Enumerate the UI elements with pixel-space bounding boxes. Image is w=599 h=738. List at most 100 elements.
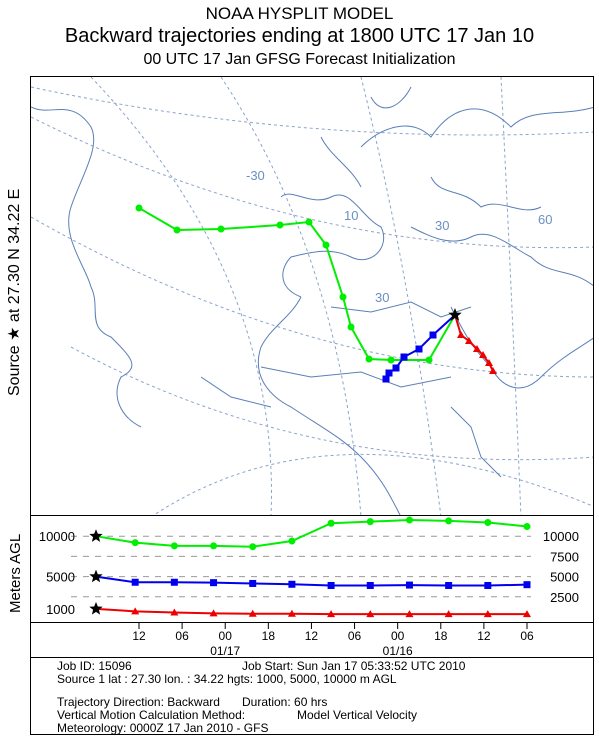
time-tick-label: 00 — [391, 629, 405, 643]
source-star-icon — [89, 569, 103, 583]
altitude-series-line — [95, 519, 528, 548]
altitude-point — [248, 609, 257, 617]
altitude-series-line — [95, 575, 528, 587]
altitude-point — [131, 539, 139, 547]
altitude-point — [484, 581, 492, 589]
meteorology: Meteorology: 0000Z 17 Jan 2010 - GFS — [57, 721, 269, 735]
altitude-point — [366, 518, 374, 526]
trajectory-point — [382, 375, 390, 383]
altitude-series-line — [95, 607, 527, 616]
altitude-gridlines — [71, 535, 531, 598]
grid-label: 10 — [344, 208, 358, 223]
altitude-series — [89, 516, 531, 618]
trajectory-point — [473, 345, 481, 352]
altitude-point — [523, 523, 531, 531]
altitude-point — [483, 610, 492, 618]
time-tick-label: 12 — [132, 629, 146, 643]
date-label: 01/16 — [383, 644, 413, 658]
altitude-point — [288, 580, 296, 588]
right-y-tick-label: 2500 — [550, 590, 579, 605]
source-info: Source 1 lat : 27.30 lon. : 34.22 hgts: … — [57, 672, 397, 686]
left-y-tick-label: 5000 — [46, 570, 75, 585]
trajectory-point — [173, 226, 181, 234]
altitude-point — [405, 581, 413, 589]
source-side-label: Source ★ at 27.30 N 34.22 E — [4, 76, 24, 516]
trajectory-point — [276, 221, 284, 229]
altitude-point — [209, 609, 218, 617]
date-label: 01/17 — [210, 644, 240, 658]
altitude-point — [523, 610, 531, 618]
altitude-point — [445, 517, 453, 525]
vertical-motion-method: Vertical Motion Calculation Method: — [57, 708, 246, 722]
trajectory-point — [365, 355, 373, 363]
forecast-subtitle: 00 UTC 17 Jan GFSG Forecast Initializati… — [143, 51, 456, 68]
trajectory-point — [425, 356, 433, 364]
trajectory-line — [138, 207, 456, 361]
altitude-point — [444, 610, 453, 618]
trajectory-point — [392, 364, 400, 372]
altitude-point — [170, 542, 178, 550]
time-tick-label: 18 — [262, 629, 276, 643]
grid-label: 30 — [435, 218, 449, 233]
right-y-tick-label: 10000 — [543, 529, 579, 544]
altitude-point — [210, 542, 218, 550]
y-axis-label: Meters AGL — [7, 534, 24, 613]
time-tick-label: 18 — [434, 629, 448, 643]
altitude-point — [170, 608, 179, 616]
trajectory-point — [485, 359, 493, 366]
trajectory-point — [457, 331, 465, 338]
altitude-point — [327, 581, 335, 589]
trajectory-point — [400, 353, 408, 361]
altitude-point — [327, 519, 335, 527]
source-star-icon — [448, 308, 462, 321]
time-tick-label: 06 — [348, 629, 362, 643]
y-axis-title: Meters AGL — [2, 515, 28, 623]
trajectory-point — [465, 337, 473, 344]
trajectory-point — [385, 369, 393, 377]
altitude-point — [405, 610, 414, 618]
altitude-point — [366, 610, 375, 618]
job-info-panel: Job ID: 15096 Job Start: Sun Jan 17 05:3… — [30, 657, 594, 735]
coastlines — [31, 86, 593, 515]
trajectories — [135, 204, 497, 383]
time-tick-label: 12 — [305, 629, 319, 643]
altitude-point — [327, 610, 336, 618]
trajectory-point — [217, 225, 225, 233]
time-tick-label: 12 — [477, 629, 491, 643]
map-grid — [31, 77, 593, 515]
altitude-point — [366, 581, 374, 589]
altitude-profile-chart: 10000 5000 1000 10000 7500 5000 2500 — [30, 515, 594, 623]
grid-label: -30 — [246, 168, 265, 183]
left-y-tick-label: 1000 — [46, 602, 75, 617]
altitude-point — [445, 581, 453, 589]
trajectory-point — [347, 323, 355, 331]
grid-label: 60 — [538, 212, 552, 227]
trajectory-point — [339, 293, 347, 301]
job-start: Job Start: Sun Jan 17 05:33:52 UTC 2010 — [242, 659, 466, 673]
altitude-point — [288, 537, 296, 545]
left-y-tick-label: 10000 — [39, 529, 75, 544]
trajectory-point — [429, 331, 437, 339]
job-id: Job ID: 15096 — [57, 659, 132, 673]
trajectory-direction: Trajectory Direction: Backward — [57, 695, 220, 709]
trajectory-title: Backward trajectories ending at 1800 UTC… — [64, 25, 535, 47]
grid-label: 30 — [375, 290, 389, 305]
right-y-tick-label: 7500 — [550, 549, 579, 564]
source-star-icon — [89, 529, 103, 542]
altitude-point — [249, 579, 257, 587]
time-tick-label: 06 — [175, 629, 189, 643]
trajectory-point — [322, 241, 330, 249]
time-axis: 12 06 00 18 12 06 00 18 12 06 01/17 01/16 — [30, 622, 594, 658]
altitude-point — [484, 518, 492, 526]
altitude-point — [287, 609, 296, 617]
right-y-tick-label: 5000 — [550, 570, 579, 585]
duration: Duration: 60 hrs — [242, 695, 328, 709]
altitude-point — [131, 578, 139, 586]
altitude-point — [170, 578, 178, 586]
altitude-point — [523, 581, 531, 589]
trajectory-point — [415, 345, 423, 353]
trajectory-point — [387, 356, 395, 364]
altitude-point — [249, 543, 257, 551]
vertical-motion-value: Model Vertical Velocity — [297, 708, 418, 722]
time-tick-label: 00 — [219, 629, 233, 643]
